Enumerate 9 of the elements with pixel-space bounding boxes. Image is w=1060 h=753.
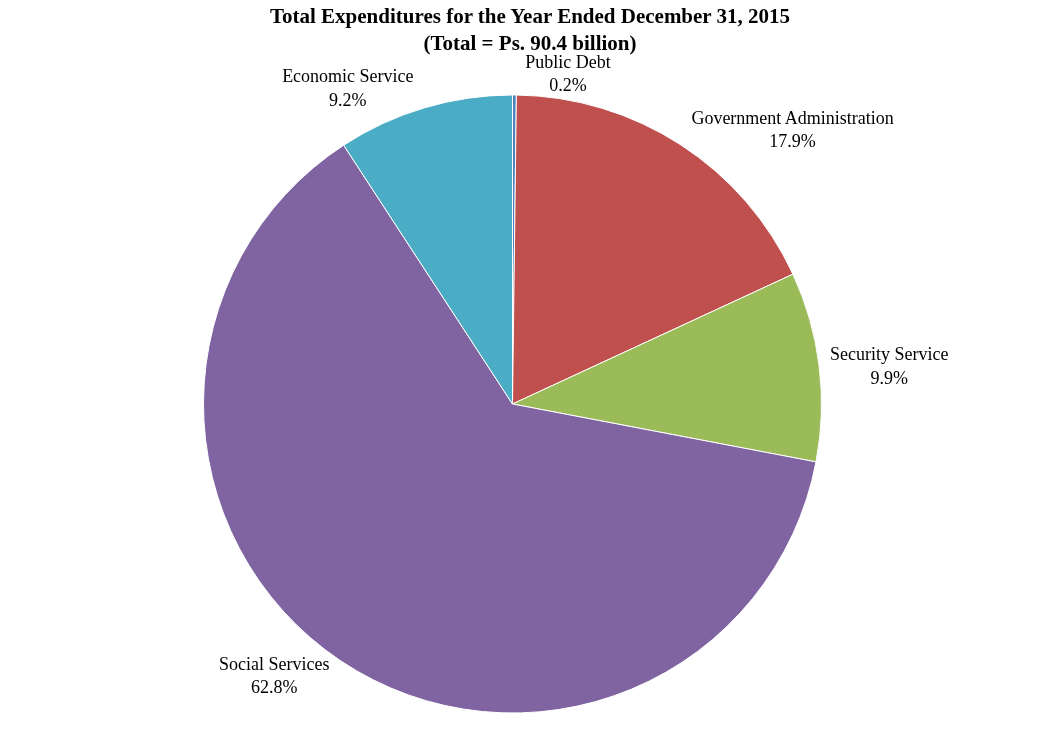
data-label: 9.2% <box>329 89 367 110</box>
data-label: 17.9% <box>769 131 816 152</box>
slice-label: Government Administration <box>691 107 894 128</box>
data-label: 9.9% <box>870 367 909 388</box>
data-label: 0.2% <box>549 75 587 96</box>
slice-label: Security Service <box>830 344 949 365</box>
data-label: 62.8% <box>251 677 298 698</box>
slice-label: Social Services <box>219 653 330 674</box>
slice-label: Economic Service <box>282 66 414 87</box>
